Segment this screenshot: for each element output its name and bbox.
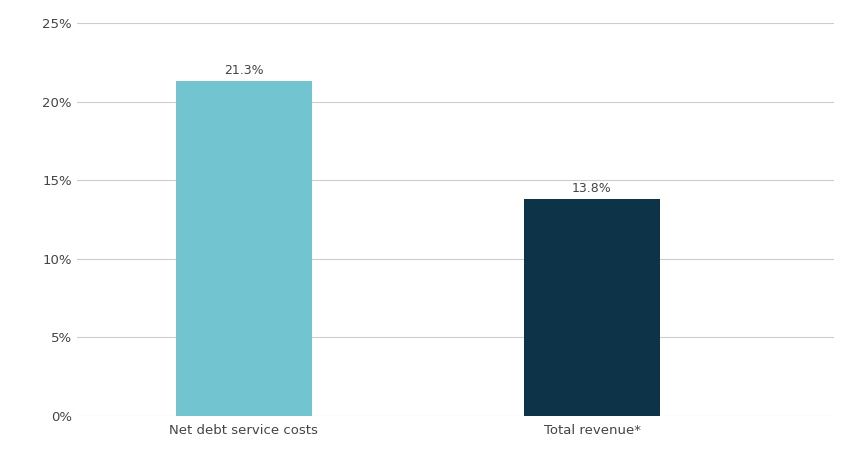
Text: 13.8%: 13.8%	[572, 182, 612, 195]
Bar	[175, 81, 312, 416]
Text: 21.3%: 21.3%	[224, 64, 264, 77]
Bar	[524, 199, 660, 416]
